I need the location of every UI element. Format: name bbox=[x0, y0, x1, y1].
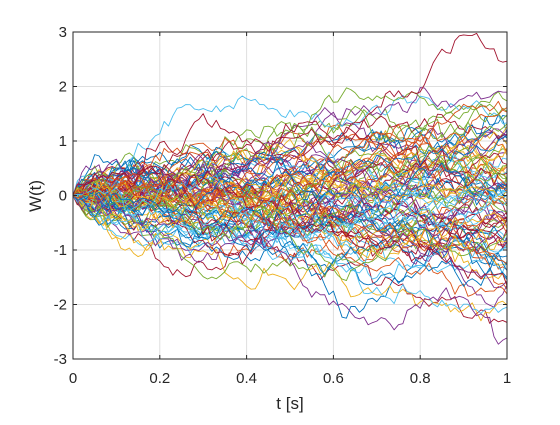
sample-path-line bbox=[72, 179, 508, 263]
sample-path-line bbox=[72, 190, 508, 247]
sample-path-line bbox=[72, 187, 508, 259]
ticks: 0 0.2 0.4 0.6 0.8 1 -3 -2 -1 0 1 2 3 bbox=[54, 24, 512, 387]
sample-path-line bbox=[72, 114, 508, 196]
x-tick-label: 0.4 bbox=[236, 370, 257, 387]
sample-path-line bbox=[72, 174, 508, 238]
x-axis-label: t [s] bbox=[276, 394, 303, 413]
sample-paths bbox=[72, 32, 508, 345]
sample-path-line bbox=[72, 195, 508, 345]
y-tick-label: 1 bbox=[59, 133, 67, 150]
sample-path-line bbox=[72, 195, 508, 324]
sample-path-line bbox=[72, 156, 508, 206]
x-tick-label: 0.8 bbox=[410, 370, 431, 387]
sample-path-line bbox=[72, 100, 508, 214]
x-tick-label: 0.6 bbox=[323, 370, 344, 387]
sample-path-line bbox=[72, 159, 508, 200]
y-axis-label: W(t) bbox=[26, 180, 45, 212]
x-tick-label: 0.2 bbox=[149, 370, 170, 387]
sample-path-line bbox=[72, 193, 508, 237]
sample-path-line bbox=[72, 94, 508, 207]
y-tick-label: -1 bbox=[54, 242, 67, 259]
y-tick-label: -2 bbox=[54, 297, 67, 314]
y-tick-label: -3 bbox=[54, 351, 67, 368]
sample-path-line bbox=[72, 146, 508, 248]
x-tick-label: 0 bbox=[69, 370, 77, 387]
y-tick-label: 2 bbox=[59, 79, 67, 96]
y-tick-label: 0 bbox=[59, 188, 67, 205]
sample-path-line bbox=[72, 179, 508, 314]
sample-path-line bbox=[72, 192, 508, 266]
sample-path-line bbox=[72, 165, 508, 286]
sample-path-line bbox=[72, 135, 508, 218]
y-tick-label: 3 bbox=[59, 24, 67, 41]
sample-path-line bbox=[72, 169, 508, 215]
sample-path-line bbox=[72, 169, 508, 271]
sample-path-line bbox=[72, 178, 508, 267]
sample-path-line bbox=[72, 105, 508, 212]
x-tick-label: 1 bbox=[503, 370, 511, 387]
sample-path-line bbox=[72, 124, 508, 203]
sample-path-line bbox=[72, 133, 508, 202]
sample-path-line bbox=[72, 113, 508, 196]
sample-path-line bbox=[72, 138, 508, 218]
